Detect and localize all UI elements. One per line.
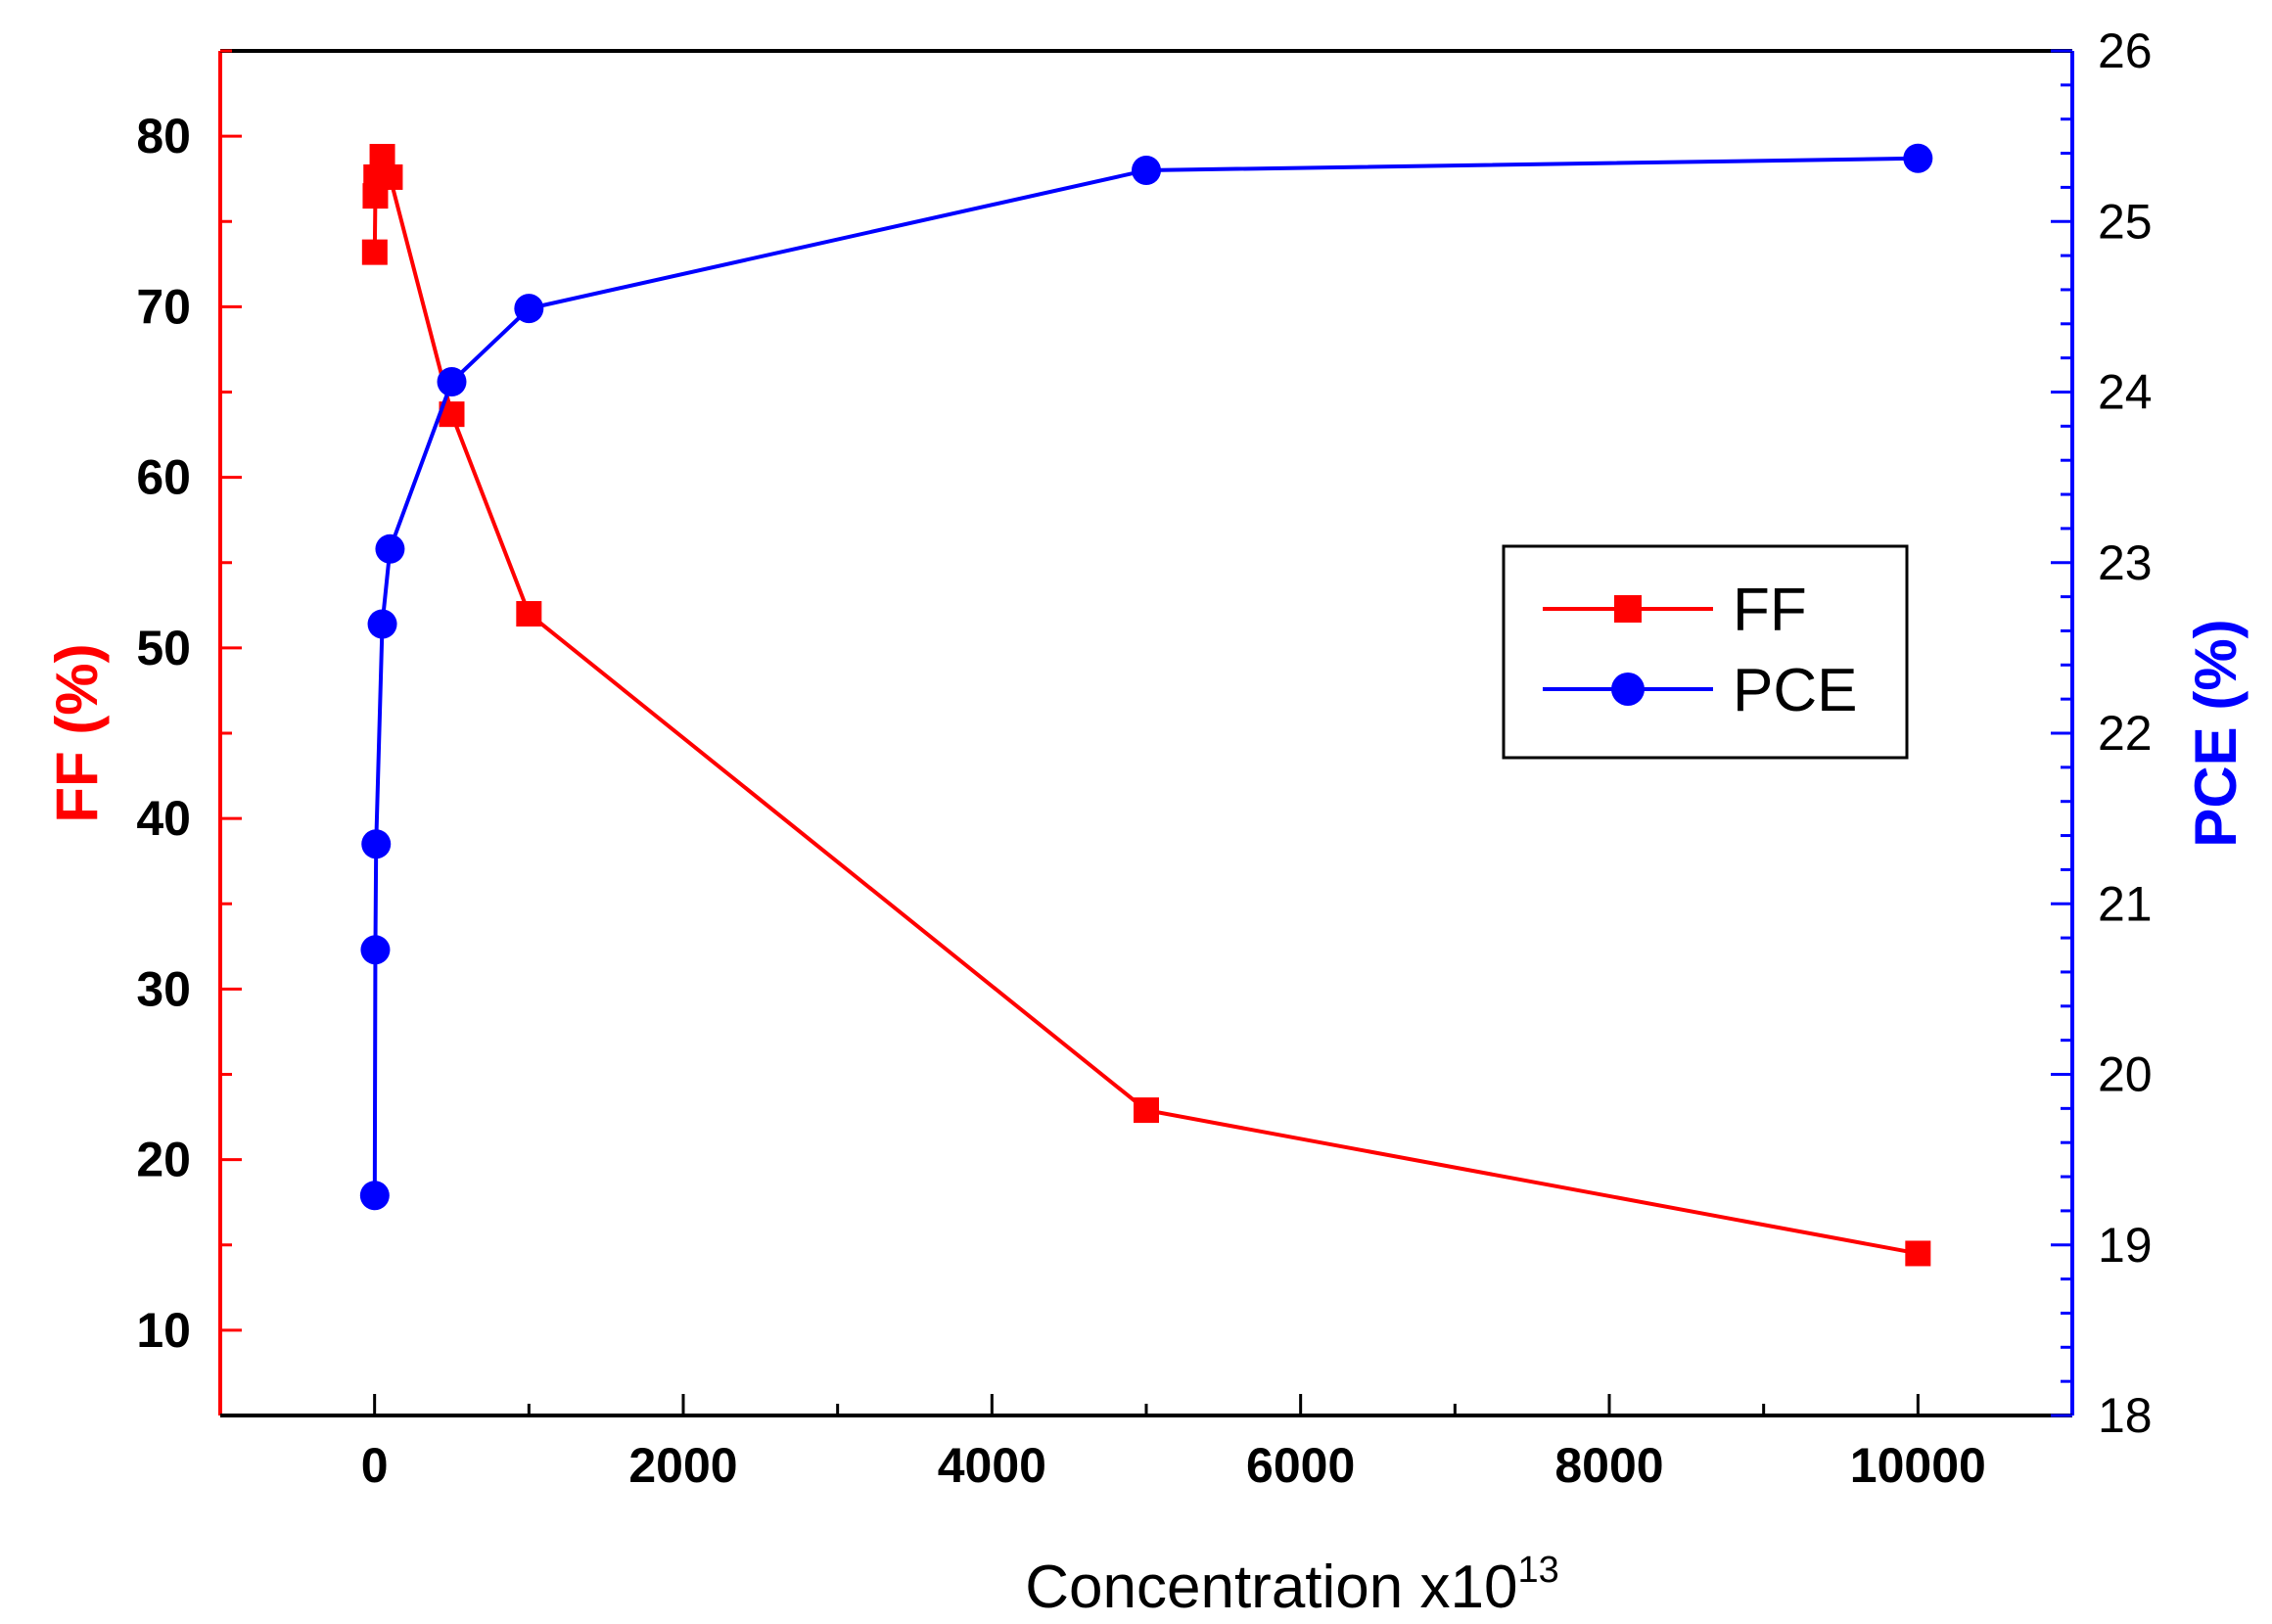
data-point-ff [1905, 1240, 1931, 1267]
data-point-pce [1903, 143, 1933, 173]
y-left-tick-label: 40 [136, 791, 191, 846]
legend-label-ff: FF [1733, 577, 1807, 644]
series-pce [359, 143, 1933, 1211]
y-left-tick-label: 60 [136, 450, 191, 505]
legend-marker-ff [1614, 595, 1642, 623]
y-left-tick-label: 30 [136, 961, 191, 1016]
y-left-tick-label: 70 [136, 279, 191, 334]
y-right-tick-label: 26 [2098, 23, 2153, 78]
x-tick-label: 8000 [1554, 1438, 1663, 1493]
data-point-pce [367, 609, 397, 639]
y-axis-left-title: FF (%) [44, 643, 110, 822]
y-left-tick-label: 80 [136, 109, 191, 163]
y-left-tick-label: 50 [136, 621, 191, 675]
x-axis-title: Concentration x1013 [1025, 1550, 1559, 1621]
y-right-tick-label: 20 [2098, 1047, 2153, 1102]
legend: FF PCE [1502, 544, 1909, 760]
y-axis-right-title: PCE (%) [2183, 619, 2249, 847]
data-point-pce [437, 367, 467, 397]
y-left-tick-label: 10 [136, 1303, 191, 1358]
x-axis-title-superscript: 13 [1517, 1550, 1558, 1591]
y-right-tick-label: 25 [2098, 194, 2153, 249]
x-tick-label: 6000 [1246, 1438, 1355, 1493]
data-point-ff [1134, 1097, 1159, 1124]
y-right-tick-label: 24 [2098, 365, 2153, 420]
y-right-tick-label: 23 [2098, 535, 2153, 590]
y-right-tick-label: 21 [2098, 876, 2153, 931]
axes: 0 2000 4000 6000 8000 10000 10 20 30 40 50 60 70 80 18… [44, 23, 2249, 1493]
legend-marker-pce [1611, 673, 1645, 706]
data-point-pce [375, 534, 405, 564]
legend-item-pce: PCE [1543, 657, 1857, 724]
data-point-pce [1132, 155, 1161, 185]
data-point-pce [514, 294, 544, 324]
x-tick-label: 2000 [628, 1438, 737, 1493]
data-point-ff [377, 163, 403, 190]
data-point-ff [361, 239, 388, 265]
data-point-pce [360, 935, 391, 965]
legend-item-ff: FF [1543, 577, 1807, 644]
legend-label-pce: PCE [1733, 657, 1857, 724]
data-point-ff [516, 601, 542, 627]
y-right-tick-label: 18 [2098, 1388, 2153, 1443]
y-left-tick-label: 20 [136, 1133, 191, 1187]
y-right-tick-label: 19 [2098, 1218, 2153, 1273]
x-tick-label: 0 [361, 1438, 389, 1493]
series-layer [359, 143, 1933, 1267]
y-right-tick-label: 22 [2098, 706, 2153, 761]
x-tick-label: 4000 [938, 1438, 1046, 1493]
x-tick-label: 10000 [1850, 1438, 1986, 1493]
data-point-pce [361, 829, 392, 859]
data-point-pce [359, 1181, 390, 1211]
legend-box [1502, 544, 1909, 760]
